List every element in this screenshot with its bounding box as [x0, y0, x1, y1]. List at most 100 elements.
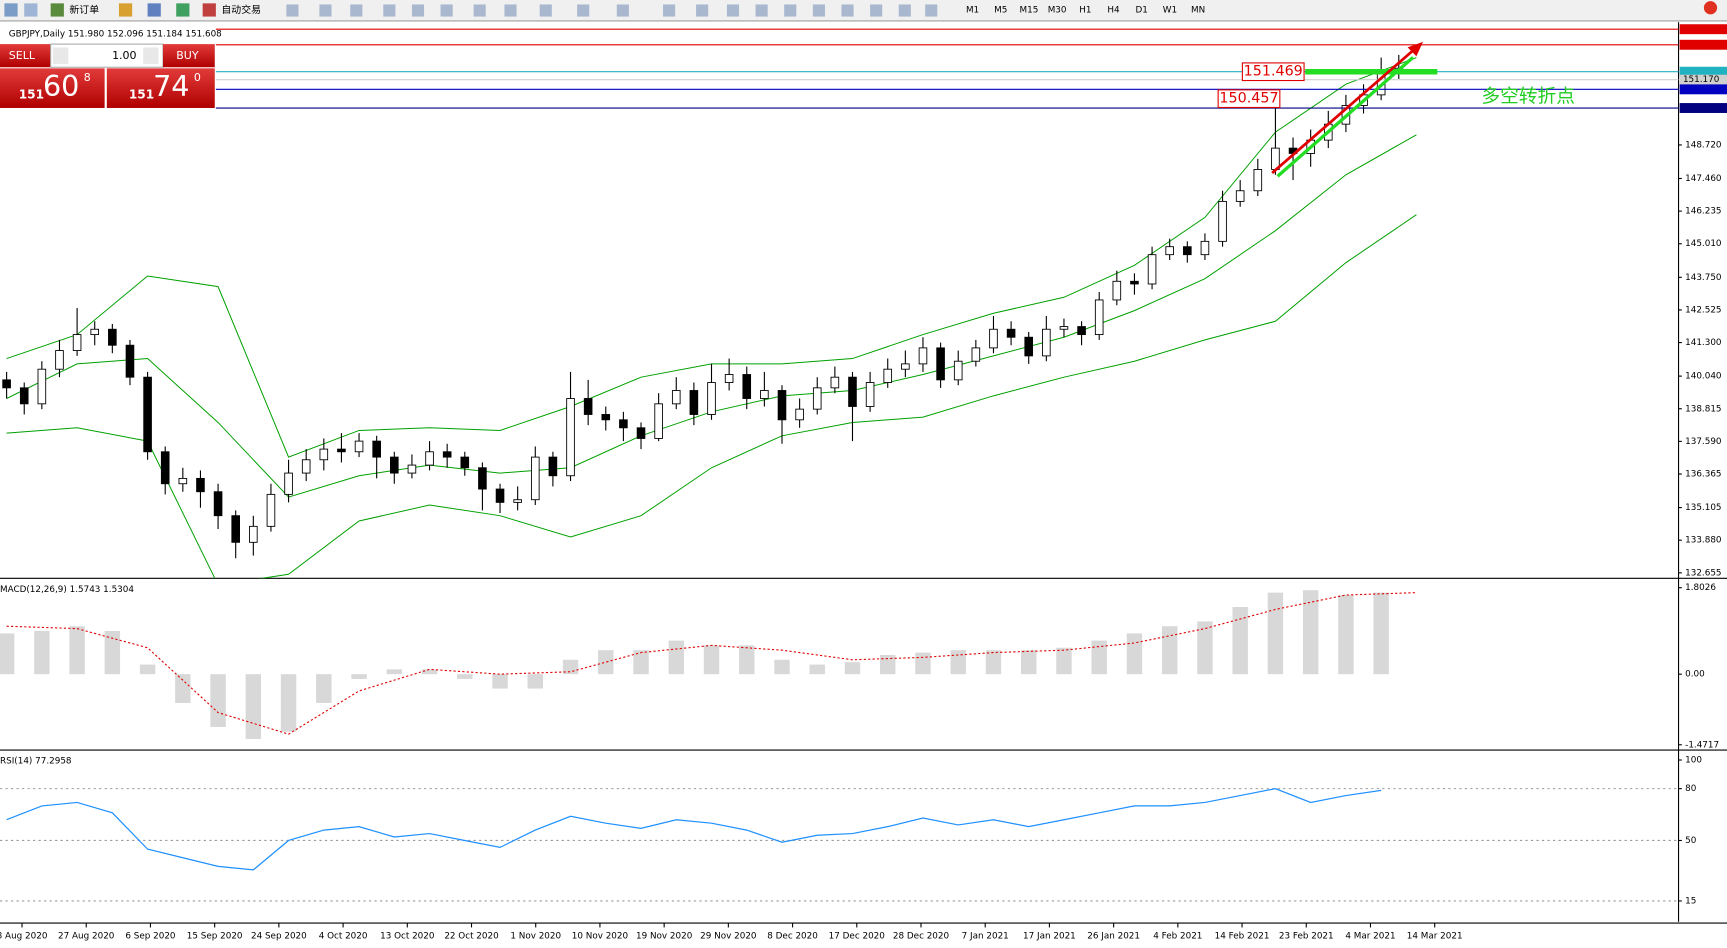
timeframe-button[interactable]: W1 — [1163, 5, 1177, 15]
tool-icon[interactable] — [383, 4, 396, 17]
tool-icon[interactable] — [577, 4, 590, 17]
buy-label[interactable]: BUY — [176, 49, 199, 62]
candle-body — [266, 493, 276, 527]
bid-frac: 8 — [84, 71, 91, 84]
candle-body — [1094, 299, 1104, 336]
date-label: 14 Feb 2021 — [1215, 932, 1270, 942]
candle-body — [407, 464, 417, 474]
candle-body — [724, 374, 734, 383]
candle-body — [178, 477, 188, 485]
macd-bar — [774, 659, 790, 675]
candle-body — [1147, 254, 1157, 285]
timeframe-button[interactable]: MN — [1191, 5, 1205, 15]
ask-pips: 74 — [153, 69, 189, 103]
candle-body — [319, 448, 329, 461]
macd-bar — [104, 630, 121, 675]
date-label: 8 Aug 2020 — [0, 932, 48, 942]
y-tick-label: 146.235 — [1685, 207, 1721, 217]
tool-icon[interactable] — [784, 4, 797, 17]
bid-panel[interactable] — [0, 68, 105, 108]
y-tick-label: 100 — [1685, 756, 1702, 766]
timeframe-button[interactable]: M30 — [1048, 5, 1067, 15]
candle-body — [865, 382, 875, 407]
icon[interactable] — [176, 3, 190, 17]
bid-pips: 60 — [43, 69, 79, 103]
date-label: 24 Sep 2020 — [251, 932, 307, 942]
tool-icon[interactable] — [350, 4, 363, 17]
candle-body — [301, 459, 311, 474]
timeframe-button[interactable]: H4 — [1107, 5, 1120, 15]
new-order[interactable]: 新订单 — [69, 3, 99, 16]
buy-button[interactable] — [163, 44, 215, 68]
candle-body — [390, 456, 399, 474]
timeframe-button[interactable]: M15 — [1020, 5, 1039, 15]
date-label: 4 Oct 2020 — [319, 932, 368, 942]
candle-body — [795, 408, 804, 421]
tool-icon[interactable] — [898, 4, 911, 17]
tool-icon[interactable] — [870, 4, 883, 17]
macd-bar — [950, 650, 966, 675]
y-tick-label: 50 — [1685, 836, 1697, 846]
date-label: 17 Jan 2021 — [1023, 932, 1076, 942]
candle-body — [231, 515, 240, 543]
candle-body — [742, 374, 752, 399]
y-tick-label: 137.590 — [1685, 437, 1722, 447]
tool-icon[interactable] — [925, 4, 938, 17]
date-label: 17 Dec 2020 — [829, 932, 886, 942]
tool-icon[interactable] — [663, 4, 676, 17]
tool-icon[interactable] — [539, 4, 552, 17]
tool-icon[interactable] — [841, 4, 854, 17]
icon[interactable] — [24, 3, 38, 17]
trend-line-green — [1276, 56, 1415, 178]
candle-body — [636, 427, 646, 439]
icon[interactable] — [50, 3, 64, 17]
y-tick-label: 138.815 — [1685, 404, 1721, 414]
y-tick-label: 15 — [1685, 896, 1696, 906]
tool-icon[interactable] — [755, 4, 768, 17]
tool-icon[interactable] — [504, 4, 517, 17]
candle-body — [883, 368, 893, 383]
macd-bar — [139, 664, 156, 675]
timeframe-button[interactable]: H1 — [1079, 5, 1091, 15]
candle-body — [143, 376, 152, 453]
candle-body — [530, 456, 540, 501]
macd-bar — [633, 650, 649, 675]
candle-body — [354, 440, 364, 453]
ask-panel[interactable] — [106, 68, 215, 108]
date-label: 1 Nov 2020 — [510, 932, 561, 942]
tool-icon[interactable] — [726, 4, 740, 17]
alert-icon[interactable] — [1703, 1, 1718, 15]
spin-down[interactable] — [52, 47, 69, 64]
tool-icon[interactable] — [696, 4, 709, 17]
tool-icon[interactable] — [411, 4, 425, 17]
timeframe-button[interactable]: D1 — [1136, 5, 1148, 15]
candle-body — [125, 344, 135, 378]
tool-icon[interactable] — [812, 4, 825, 17]
candle-body — [108, 328, 117, 346]
timeframe-button[interactable]: M1 — [966, 5, 979, 15]
macd-bar — [562, 659, 579, 675]
date-label: 14 Mar 2021 — [1407, 932, 1463, 942]
macd-bar — [457, 674, 473, 679]
auto-trading[interactable]: 自动交易 — [221, 3, 261, 16]
timeframe-button[interactable]: M5 — [994, 5, 1007, 15]
sell-button[interactable] — [0, 44, 51, 68]
candle-body — [689, 390, 699, 415]
lot-value[interactable]: 1.00 — [112, 49, 136, 62]
icon[interactable] — [118, 3, 133, 17]
tool-icon[interactable] — [319, 4, 332, 17]
tool-icon[interactable] — [440, 4, 453, 17]
tool-icon[interactable] — [286, 4, 299, 17]
icon[interactable] — [202, 3, 216, 17]
date-label: 23 Feb 2021 — [1279, 932, 1334, 942]
sell-label[interactable]: SELL — [9, 49, 36, 62]
date-label: 8 Dec 2020 — [767, 932, 818, 942]
tool-icon[interactable] — [473, 4, 486, 17]
macd-bar — [210, 674, 226, 727]
candle-body — [1183, 246, 1192, 256]
date-label: 13 Oct 2020 — [380, 932, 435, 942]
tool-icon[interactable] — [616, 4, 629, 17]
icon[interactable] — [147, 3, 161, 17]
spin-up[interactable] — [143, 47, 159, 64]
icon[interactable] — [4, 3, 18, 17]
